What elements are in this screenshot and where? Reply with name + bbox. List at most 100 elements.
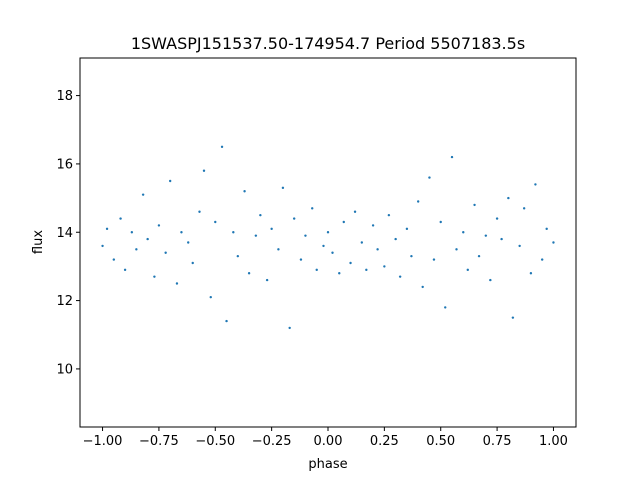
x-axis-label: phase [308, 457, 347, 472]
chart-title: 1SWASPJ151537.50-174954.7 Period 5507183… [131, 34, 525, 53]
data-point [175, 282, 179, 285]
data-point [394, 237, 397, 241]
data-point [311, 207, 314, 210]
x-tick-label: −1.00 [83, 434, 123, 449]
data-point [545, 227, 548, 231]
data-point [202, 169, 206, 172]
data-point [489, 278, 492, 282]
data-point [254, 234, 258, 237]
x-axis-ticks: −1.00 −0.75 −0.50 −0.25 0.00 0.25 0.50 0.75 1.00 [83, 427, 568, 449]
x-tick-label: −0.25 [252, 434, 292, 449]
data-point [164, 251, 167, 254]
data-point [405, 227, 409, 231]
data-point [247, 272, 251, 275]
data-point [191, 261, 194, 265]
data-point [365, 268, 368, 272]
x-tick-label: −0.75 [139, 434, 179, 449]
data-point [281, 186, 285, 190]
data-point [477, 254, 481, 258]
data-point [220, 145, 224, 149]
data-point [376, 248, 379, 251]
x-tick-label: 0.25 [370, 434, 399, 449]
data-point [288, 326, 291, 330]
data-point [410, 254, 413, 258]
data-point [315, 268, 318, 272]
data-point [168, 179, 172, 183]
data-point [304, 234, 307, 237]
data-point [534, 183, 537, 186]
data-point [360, 241, 364, 244]
data-point [112, 258, 116, 261]
data-point [338, 272, 341, 275]
data-point [119, 217, 122, 220]
data-point [214, 220, 217, 224]
x-tick-label: 0.00 [314, 434, 343, 449]
data-point [141, 193, 145, 196]
data-point [421, 285, 424, 289]
y-axis-label: flux [31, 230, 46, 254]
data-point [349, 261, 352, 265]
data-point [198, 210, 201, 213]
data-point [135, 248, 138, 251]
data-point [322, 244, 325, 248]
x-tick-label: 0.75 [483, 434, 512, 449]
data-point [398, 275, 402, 278]
data-point [130, 231, 134, 234]
data-point [466, 268, 469, 272]
data-point [450, 155, 454, 159]
data-point [157, 224, 161, 227]
data-point [326, 231, 330, 234]
data-point [342, 220, 345, 224]
data-point [299, 258, 303, 261]
data-point [209, 295, 212, 299]
data-point [265, 278, 269, 282]
data-point [428, 176, 431, 179]
data-point [292, 217, 296, 220]
x-tick-label: 0.50 [426, 434, 455, 449]
data-point [522, 207, 526, 210]
data-point [331, 251, 334, 254]
y-tick-label: 14 [56, 226, 73, 241]
data-point [552, 241, 555, 244]
data-point [387, 213, 391, 217]
data-point [518, 244, 521, 248]
data-point [540, 258, 544, 261]
data-points [101, 145, 555, 330]
data-point [277, 248, 280, 251]
data-point [259, 213, 262, 217]
data-point [462, 231, 465, 234]
x-tick-label: −0.50 [195, 434, 235, 449]
data-point [187, 241, 190, 244]
data-point [507, 196, 510, 200]
y-axis-ticks: 10 12 14 16 18 [56, 89, 80, 377]
data-point [495, 217, 499, 220]
y-tick-label: 18 [56, 89, 73, 104]
data-point [455, 248, 458, 251]
data-point [529, 272, 533, 275]
data-point [353, 210, 357, 213]
data-point [270, 227, 273, 231]
y-tick-label: 10 [56, 362, 73, 377]
data-point [232, 231, 235, 234]
data-point [484, 234, 488, 237]
data-point [371, 224, 375, 227]
data-point [416, 200, 420, 203]
data-point [432, 258, 436, 261]
y-tick-label: 12 [56, 294, 73, 309]
data-point [123, 268, 127, 272]
data-point [153, 275, 156, 278]
data-point [243, 190, 246, 193]
data-point [146, 237, 149, 241]
x-tick-label: 1.00 [539, 434, 568, 449]
data-point [444, 306, 447, 309]
data-point [225, 319, 228, 323]
data-point [439, 220, 442, 224]
data-point [511, 316, 515, 319]
data-point [236, 254, 240, 258]
data-point [101, 244, 104, 248]
data-point [500, 237, 503, 241]
data-point [105, 227, 109, 231]
data-point [383, 265, 386, 268]
